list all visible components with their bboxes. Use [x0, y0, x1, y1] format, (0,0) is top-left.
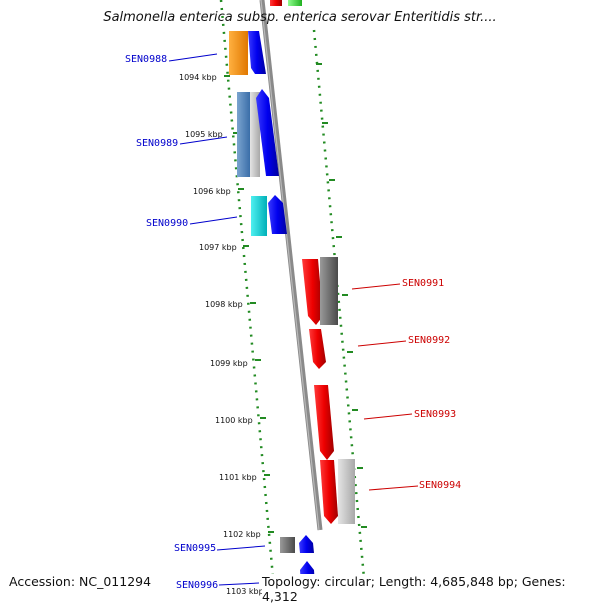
kbp-label: 1098 kbp	[205, 300, 243, 309]
kbp-label: 1097 kbp	[199, 243, 237, 252]
sequence-backbone-highlight	[260, 0, 320, 531]
gene-partial-green-top	[288, 0, 302, 6]
gene-sen0993[interactable]	[314, 385, 334, 460]
gene-partial-red-top	[270, 0, 282, 6]
gene-label-sen0992[interactable]: SEN0992	[408, 335, 450, 346]
gene-sen0989[interactable]	[256, 89, 279, 176]
gene-label-sen0988[interactable]: SEN0988	[125, 54, 167, 65]
kbp-label: 1101 kbp	[219, 473, 257, 482]
accession-label: Accession: NC_011294	[9, 574, 152, 589]
kbp-label: 1100 kbp	[215, 416, 253, 425]
kbp-tick-labels: 1094 kbp 1095 kbp 1096 kbp 1097 kbp 1098…	[179, 73, 264, 596]
gene-sen0988[interactable]	[248, 31, 266, 74]
gene-sen0992[interactable]	[309, 329, 326, 369]
map-title: Salmonella enterica subsp. enterica sero…	[103, 10, 497, 25]
gene-label-sen0994[interactable]: SEN0994	[419, 480, 461, 491]
feature-sen0988-orange[interactable]	[229, 31, 248, 75]
kbp-label: 1096 kbp	[193, 187, 231, 196]
gene-label-sen0989[interactable]: SEN0989	[136, 138, 178, 149]
gene-leader-lines-reverse	[168, 53, 266, 586]
kbp-label: 1103 kbp	[226, 587, 264, 596]
gene-label-sen0993[interactable]: SEN0993	[414, 409, 456, 420]
feature-sen0989-light[interactable]	[250, 92, 260, 177]
feature-sen0991-grey[interactable]	[320, 257, 338, 325]
gene-sen0994[interactable]	[320, 460, 338, 524]
gene-label-sen0995[interactable]: SEN0995	[174, 543, 216, 554]
feature-sen0994-light[interactable]	[338, 459, 355, 524]
feature-sen0989-steel[interactable]	[237, 92, 250, 177]
kbp-label: 1095 kbp	[185, 130, 223, 139]
kbp-label: 1094 kbp	[179, 73, 217, 82]
kbp-tick-marks	[224, 63, 367, 533]
gene-leader-lines-forward	[351, 283, 419, 491]
kbp-label: 1099 kbp	[210, 359, 248, 368]
feature-sen0990-cyan[interactable]	[251, 196, 267, 236]
kbp-label: 1102 kbp	[223, 530, 261, 539]
feature-sen0995-grey[interactable]	[280, 537, 295, 553]
gene-label-sen0991[interactable]: SEN0991	[402, 278, 444, 289]
gene-label-sen0990[interactable]: SEN0990	[146, 218, 188, 229]
gene-sen0995[interactable]	[299, 535, 314, 553]
sequence-backbone	[259, 0, 323, 531]
gene-label-sen0996[interactable]: SEN0996	[176, 580, 218, 591]
gene-sen0991[interactable]	[302, 259, 323, 325]
gene-sen0990[interactable]	[268, 195, 287, 234]
